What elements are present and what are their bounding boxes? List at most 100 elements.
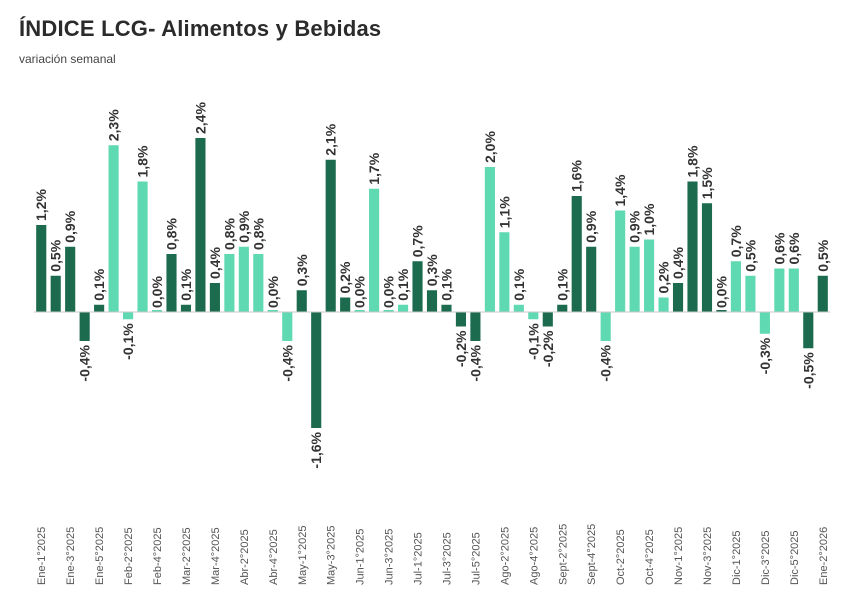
value-label-31: -0,4% [467, 344, 483, 381]
bar-39 [586, 246, 597, 312]
value-label-11: 0,1% [178, 268, 194, 300]
bar-14 [224, 254, 235, 312]
bar-31 [470, 312, 481, 341]
bar-27 [412, 261, 423, 312]
value-label-5: 0,1% [91, 268, 107, 300]
bar-50 [745, 275, 756, 312]
bar-44 [658, 297, 669, 312]
bar-6 [108, 145, 119, 312]
value-label-6: 2,3% [106, 109, 122, 141]
bar-17 [267, 310, 278, 312]
bar-22 [340, 297, 351, 312]
x-tick-label-16: Jul-5°2025 [470, 532, 482, 585]
bar-53 [788, 268, 799, 312]
x-tick-label-22: Oct-4°2025 [644, 529, 656, 585]
x-tick-label-23: Nov-1°2025 [673, 527, 685, 585]
x-tick-label-11: May-3°2025 [326, 526, 338, 585]
value-label-28: 0,3% [424, 254, 440, 286]
bar-19 [296, 290, 307, 312]
value-label-33: 1,1% [496, 196, 512, 228]
value-label-40: -0,4% [598, 344, 614, 381]
x-tick-label-6: Mar-2°2025 [181, 527, 193, 585]
x-tick-label-1: Ene-1°2025 [36, 527, 48, 585]
bar-1 [36, 225, 47, 312]
bar-30 [455, 312, 467, 327]
value-label-48: 0,0% [713, 276, 729, 308]
value-label-43: 1,0% [641, 203, 657, 235]
chart-title: ÍNDICE LCG- Alimentos y Bebidas [19, 16, 382, 41]
value-label-20: -1,6% [308, 431, 324, 468]
bars-layer [36, 138, 828, 428]
bar-55 [817, 275, 828, 312]
chart-subtitle: variación semanal [19, 52, 116, 66]
bar-18 [282, 312, 293, 341]
value-label-13: 0,4% [207, 247, 223, 279]
x-tick-label-17: Ago-2°2025 [499, 527, 511, 585]
bar-41 [615, 210, 626, 312]
bar-23 [354, 310, 365, 312]
bar-43 [644, 239, 655, 312]
bar-12 [195, 138, 206, 312]
x-tick-label-27: Dic-5°2025 [789, 530, 801, 585]
value-label-46: 1,8% [685, 145, 701, 177]
bar-54 [803, 312, 814, 349]
bar-52 [774, 268, 785, 312]
value-label-38: 1,6% [569, 160, 585, 192]
value-label-10: 0,8% [163, 218, 179, 250]
value-label-50: 0,5% [742, 239, 758, 271]
bar-48 [716, 310, 727, 312]
bar-28 [426, 290, 438, 312]
bar-37 [557, 304, 568, 312]
x-tick-label-21: Oct-2°2025 [615, 529, 627, 585]
value-label-54: -0,5% [800, 352, 816, 389]
bar-38 [571, 196, 582, 312]
x-tick-label-4: Feb-2°2025 [123, 527, 135, 585]
bar-20 [311, 312, 322, 428]
value-label-55: 0,5% [815, 239, 831, 271]
value-label-14: 0,8% [221, 218, 237, 250]
value-label-2: 0,5% [48, 239, 64, 271]
bar-33 [499, 232, 510, 312]
bar-45 [672, 283, 684, 312]
value-label-24: 1,7% [366, 152, 382, 184]
value-label-22: 0,2% [337, 261, 353, 293]
bar-35 [528, 312, 539, 320]
x-tick-label-8: Abr-2°2025 [239, 529, 251, 585]
bar-4 [79, 312, 90, 341]
value-label-1: 1,2% [33, 189, 49, 221]
x-axis-tick-labels: Ene-1°2025 Ene-3°2025 Ene-5°2025 Feb-2°2025… [36, 524, 830, 585]
bar-25 [383, 310, 394, 312]
bar-16 [253, 254, 264, 312]
x-tick-label-13: Jun-3°2025 [384, 529, 396, 585]
x-tick-label-28: Ene-2°2026 [818, 527, 830, 585]
x-tick-label-19: Sept-2°2025 [557, 524, 569, 585]
x-tick-label-26: Dic-3°2025 [760, 530, 772, 585]
value-label-47: 1,5% [699, 167, 715, 199]
x-tick-label-3: Ene-5°2025 [94, 527, 106, 585]
value-label-39: 0,9% [583, 210, 599, 242]
bar-5 [94, 304, 105, 312]
bar-10 [166, 254, 177, 312]
value-labels-layer: 1,2%0,5%0,9%-0,4%0,1%2,3%-0,1%1,8%0,0%0,… [33, 102, 831, 469]
x-tick-label-25: Dic-1°2025 [731, 530, 743, 585]
value-label-18: -0,4% [279, 344, 295, 381]
bar-13 [209, 283, 220, 312]
bar-40 [600, 312, 611, 341]
value-label-3: 0,9% [62, 210, 78, 242]
value-label-53: 0,6% [786, 232, 802, 264]
bar-21 [325, 159, 336, 312]
x-tick-label-18: Ago-4°2025 [528, 527, 540, 585]
value-label-52: 0,6% [771, 232, 787, 264]
value-label-23: 0,0% [352, 276, 368, 308]
bar-49 [730, 261, 741, 312]
bar-11 [180, 304, 192, 312]
x-tick-label-2: Ene-3°2025 [65, 527, 77, 585]
bar-24 [369, 188, 380, 312]
value-label-15: 0,9% [236, 210, 252, 242]
value-label-36: -0,2% [540, 330, 556, 367]
bar-29 [441, 304, 452, 312]
x-tick-label-15: Jul-3°2025 [441, 532, 453, 585]
value-label-12: 2,4% [192, 102, 208, 134]
bar-46 [687, 181, 698, 312]
